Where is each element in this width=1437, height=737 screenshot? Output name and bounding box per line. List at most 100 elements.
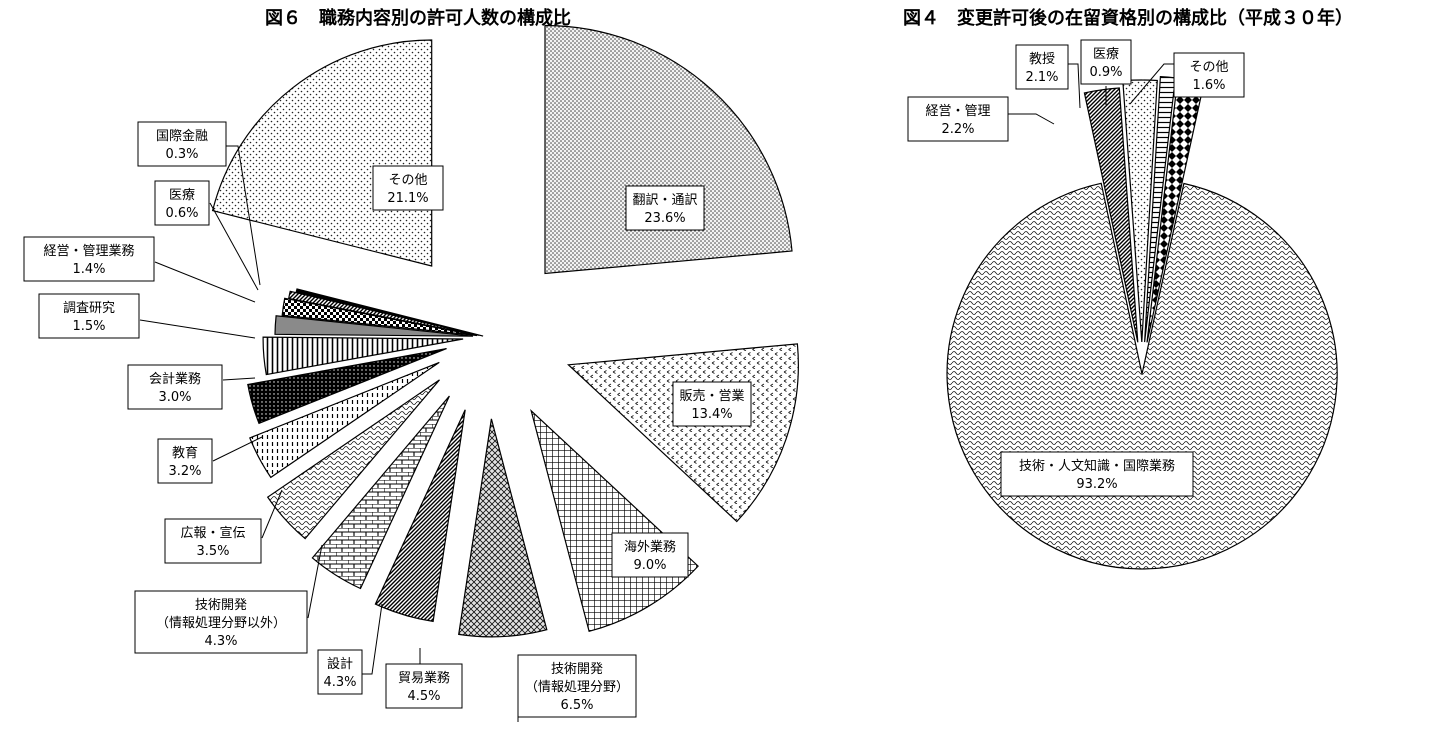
label-box [164, 518, 262, 564]
slice-name: （情報処理分野） [525, 680, 629, 695]
pie-slice [374, 409, 466, 623]
slice-label: 経営・管理 2.2% [907, 96, 1009, 142]
pie-slice [281, 297, 478, 337]
pie-slice [274, 315, 474, 337]
slice-name: 技術開発 [551, 662, 603, 677]
slice-percent: 21.1% [387, 191, 428, 206]
label-box [137, 121, 227, 167]
pie-chart-job-content: 翻訳・通訳 23.6% 販売・営業 13.4% 海外業務 9.0% 技術開発 （情報処理分野）… [23, 24, 799, 722]
slice-label: 医療 0.9% [1080, 39, 1132, 85]
label-box [127, 364, 223, 410]
slice-percent: 3.2% [168, 464, 201, 479]
slice-percent: 0.3% [165, 147, 198, 162]
label-box [517, 654, 637, 718]
slice-label: 教育 3.2% [157, 438, 213, 484]
slice-label: 翻訳・通訳 23.6% [625, 185, 705, 231]
label-box [611, 532, 689, 578]
label-box [625, 185, 705, 231]
pie-slice [262, 336, 464, 376]
slice-percent: 2.2% [941, 122, 974, 137]
leader-line [209, 202, 259, 291]
leader-line [307, 544, 323, 619]
slice-percent: 4.3% [204, 634, 237, 649]
slice-percent: 23.6% [644, 211, 685, 226]
slice-name: 会計業務 [149, 371, 201, 387]
slice-label: 海外業務 9.0% [611, 532, 689, 578]
leader-line [1068, 63, 1081, 109]
label-box [385, 663, 463, 709]
slice-name: 貿易業務 [398, 670, 450, 686]
slice-label: 調査研究 1.5% [38, 293, 140, 339]
slice-name: 医療 [1093, 47, 1119, 62]
leader-line [226, 145, 261, 286]
pie-slice [247, 348, 447, 425]
slice-name: 医療 [169, 188, 195, 203]
slice-percent: 3.5% [196, 544, 229, 559]
pie2-title: 図４ 変更許可後の在留資格別の構成比（平成３０年） [903, 7, 1353, 29]
pie-slice [266, 379, 440, 540]
slice-name: 教授 [1029, 51, 1055, 67]
leader-line [222, 377, 256, 381]
label-box [1000, 451, 1194, 497]
leader-line [362, 603, 383, 675]
slice-name: 販売・営業 [679, 388, 744, 404]
slice-label: 教授 2.1% [1015, 44, 1069, 90]
slice-label: 国際金融 0.3% [137, 121, 227, 167]
leader-line [261, 489, 283, 539]
pie-slice [295, 288, 484, 337]
slice-percent: 4.3% [323, 675, 356, 690]
slice-name: 設計 [327, 656, 353, 672]
label-box [907, 96, 1009, 142]
slice-name: （情報処理分野以外） [156, 616, 286, 631]
label-box [23, 236, 155, 282]
slice-label: 技術開発 （情報処理分野） 6.5% [517, 654, 637, 718]
pie-slice [458, 418, 548, 638]
slice-percent: 1.4% [72, 262, 105, 277]
slice-label: 技術開発 （情報処理分野以外） 4.3% [134, 590, 308, 654]
slice-percent: 6.5% [560, 698, 593, 713]
slice-label: 医療 0.6% [154, 180, 210, 226]
slice-label: 設計 4.3% [317, 649, 363, 695]
slice-name: その他 [1189, 60, 1228, 75]
label-box [157, 438, 213, 484]
slice-label: 技術・人文知識・国際業務 93.2% [1000, 451, 1194, 497]
slice-name: 経営・管理 [925, 104, 990, 119]
slice-percent: 93.2% [1076, 477, 1117, 492]
label-box [1015, 44, 1069, 90]
leader-line [1008, 113, 1055, 125]
label-box [372, 165, 444, 211]
leader-line [139, 319, 256, 339]
slice-name: 海外業務 [624, 539, 676, 555]
label-box [1173, 52, 1245, 98]
slice-percent: 9.0% [633, 558, 666, 573]
label-box [154, 180, 210, 226]
label-box [317, 649, 363, 695]
label-box [672, 381, 752, 427]
slice-percent: 0.9% [1089, 65, 1122, 80]
pie-chart-residence-status: 技術・人文知識・国際業務 93.2% 経営・管理 2.2% 教授 2.1% 医療 0.9% その… [907, 39, 1338, 570]
pie1-title: 図６ 職務内容別の許可人数の構成比 [265, 7, 571, 29]
label-box [38, 293, 140, 339]
leader-line [154, 261, 256, 303]
slice-name: 教育 [172, 445, 198, 461]
slice-label: 貿易業務 4.5% [385, 663, 463, 709]
pie-slice [249, 361, 440, 479]
slice-label: その他 1.6% [1173, 52, 1245, 98]
pie-slice [311, 395, 450, 590]
slice-percent: 1.6% [1192, 78, 1225, 93]
slice-name: 広報・宣伝 [180, 525, 245, 541]
slice-percent: 2.1% [1025, 70, 1058, 85]
slice-name: 技術・人文知識・国際業務 [1019, 458, 1175, 474]
slice-name: その他 [388, 173, 427, 188]
leader-line [212, 436, 263, 462]
label-box [134, 590, 308, 654]
slice-label: 経営・管理業務 1.4% [23, 236, 155, 282]
label-box [1080, 39, 1132, 85]
slice-label: 会計業務 3.0% [127, 364, 223, 410]
slice-name: 経営・管理業務 [43, 243, 134, 259]
slice-percent: 1.5% [72, 319, 105, 334]
slice-percent: 13.4% [691, 407, 732, 422]
slice-label: その他 21.1% [372, 165, 444, 211]
leader-line [1129, 63, 1174, 105]
